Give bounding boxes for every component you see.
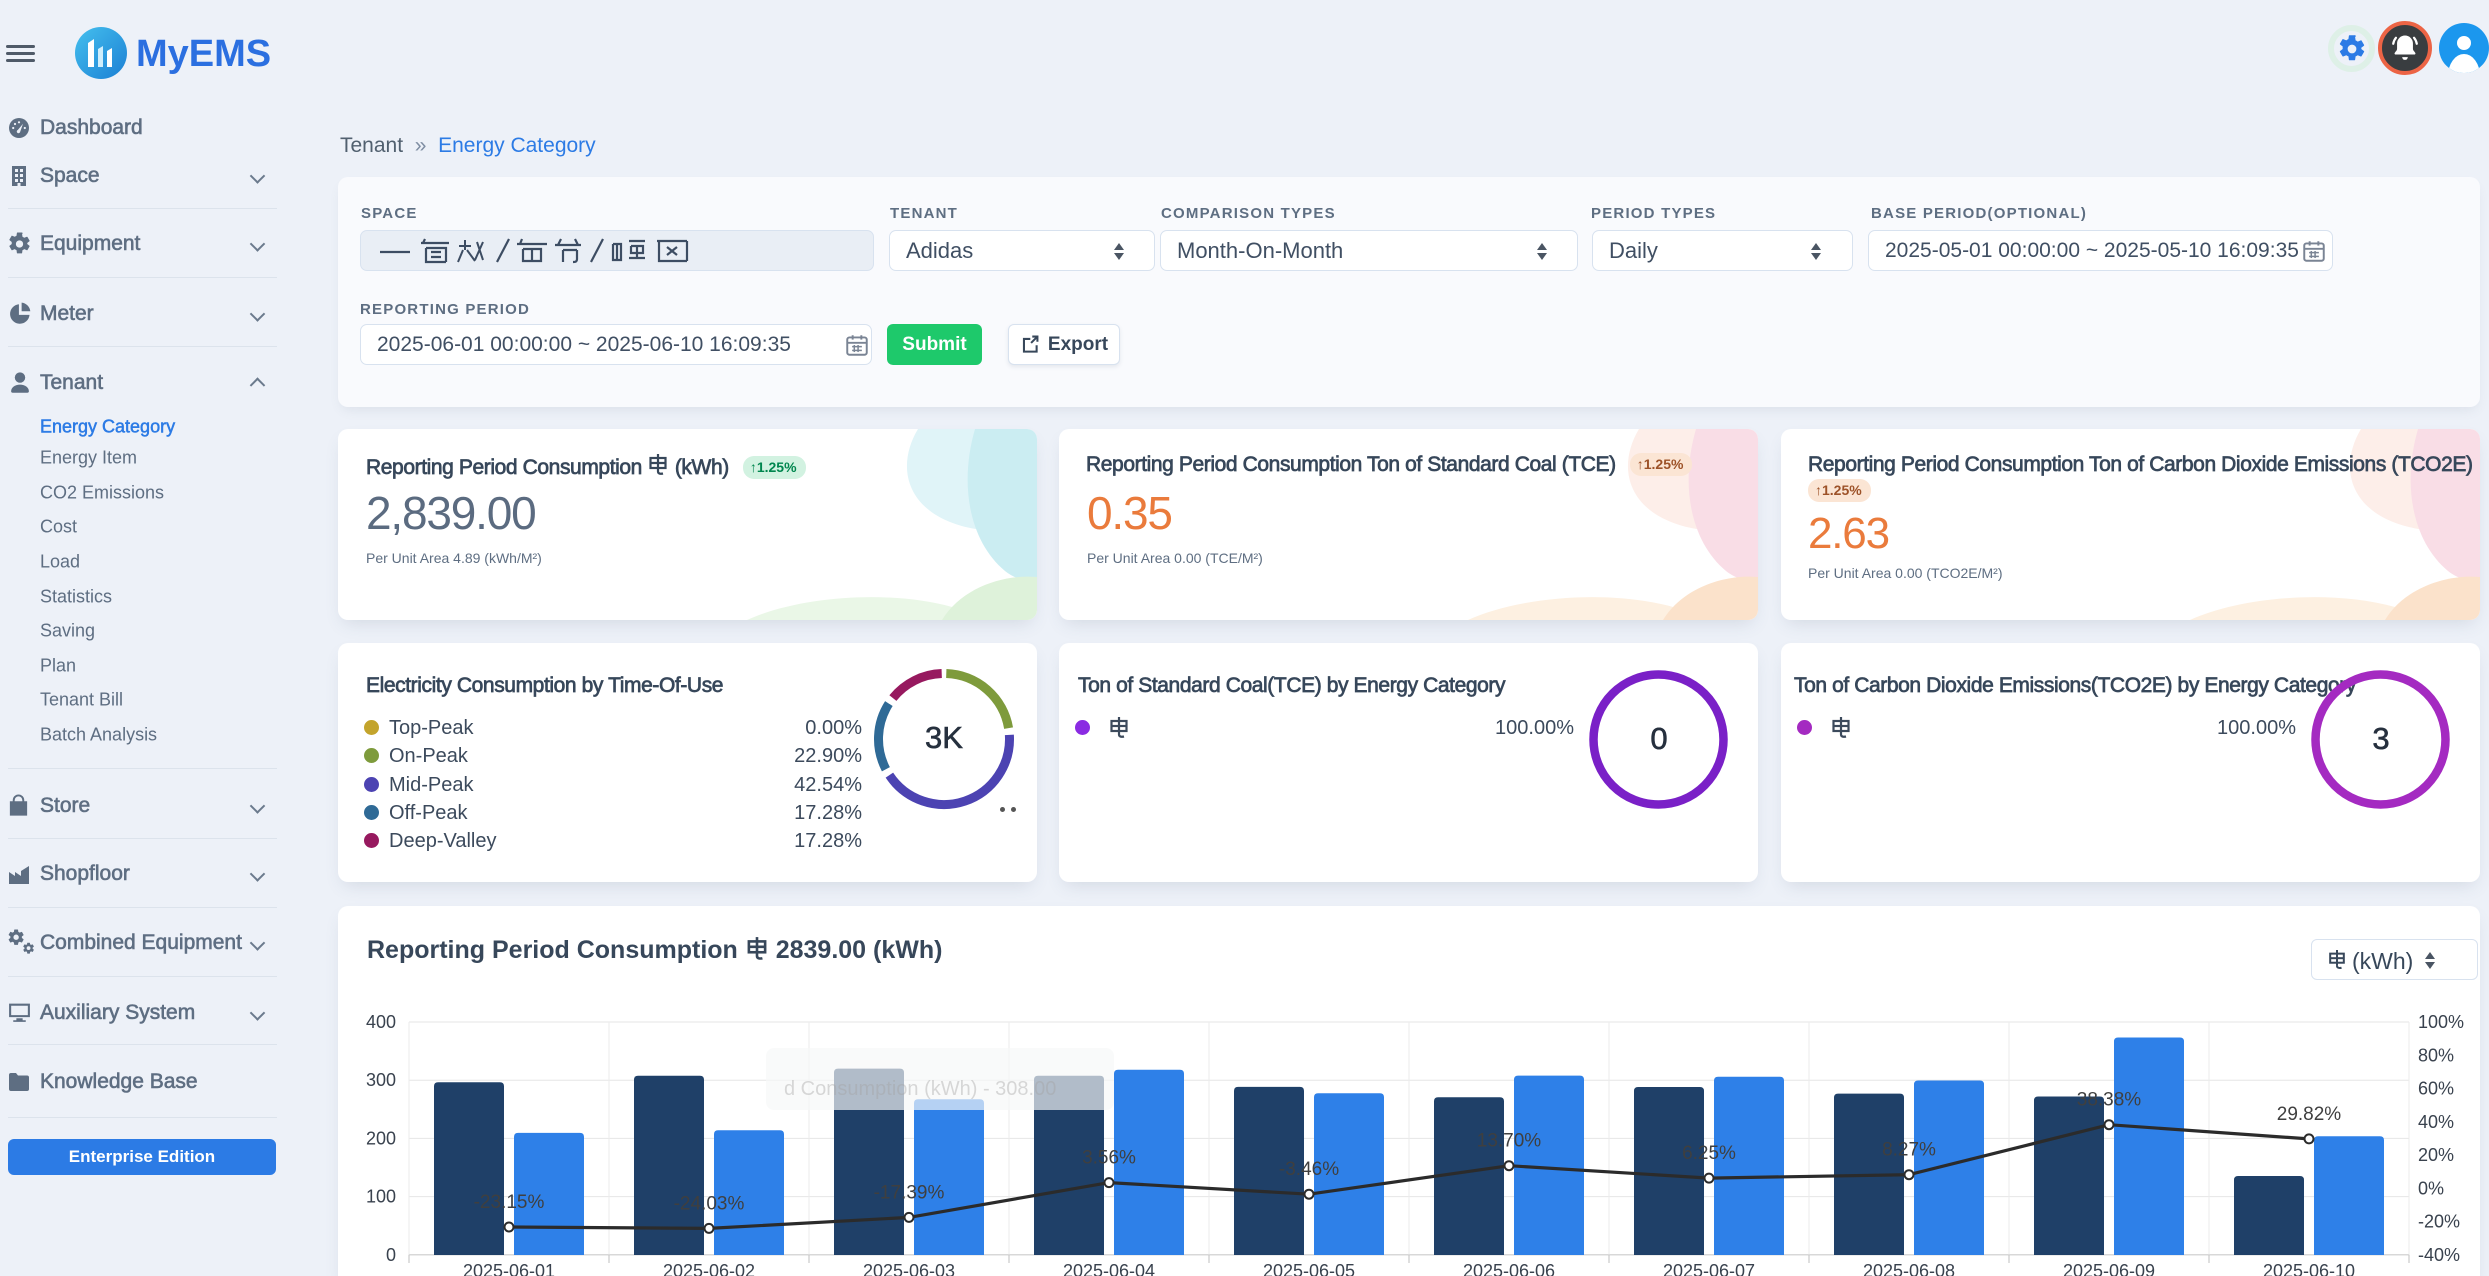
svg-text:8.27%: 8.27% — [1882, 1140, 1936, 1161]
svg-text:2025-06-04: 2025-06-04 — [1063, 1261, 1155, 1276]
svg-text:2025-06-10: 2025-06-10 — [2263, 1261, 2355, 1276]
svg-text:6.25%: 6.25% — [1682, 1143, 1736, 1164]
svg-text:2025-06-09: 2025-06-09 — [2063, 1261, 2155, 1276]
svg-text:2025-06-07: 2025-06-07 — [1663, 1261, 1755, 1276]
svg-text:-3.46%: -3.46% — [1279, 1159, 1339, 1180]
svg-text:100: 100 — [366, 1187, 396, 1207]
svg-text:0%: 0% — [2418, 1178, 2444, 1198]
svg-text:-17.39%: -17.39% — [874, 1182, 945, 1203]
svg-text:60%: 60% — [2418, 1079, 2454, 1099]
svg-text:40%: 40% — [2418, 1112, 2454, 1132]
svg-text:2025-06-05: 2025-06-05 — [1263, 1261, 1355, 1276]
svg-text:20%: 20% — [2418, 1145, 2454, 1165]
svg-text:13.70%: 13.70% — [1477, 1131, 1542, 1152]
svg-text:0: 0 — [386, 1245, 396, 1265]
svg-text:400: 400 — [366, 1012, 396, 1032]
svg-text:2025-06-01: 2025-06-01 — [463, 1261, 555, 1276]
svg-text:80%: 80% — [2418, 1045, 2454, 1065]
svg-text:-23.15%: -23.15% — [474, 1192, 545, 1213]
svg-text:-24.03%: -24.03% — [674, 1193, 745, 1214]
svg-text:2025-06-06: 2025-06-06 — [1463, 1261, 1555, 1276]
svg-text:2025-06-02: 2025-06-02 — [663, 1261, 755, 1276]
svg-text:300: 300 — [366, 1070, 396, 1090]
svg-text:38.38%: 38.38% — [2077, 1090, 2142, 1111]
svg-text:3.56%: 3.56% — [1082, 1148, 1136, 1169]
svg-text:29.82%: 29.82% — [2277, 1104, 2342, 1125]
svg-text:-20%: -20% — [2418, 1212, 2460, 1232]
svg-text:200: 200 — [366, 1128, 396, 1148]
svg-text:d Consumption (kWh) - 308.00: d Consumption (kWh) - 308.00 — [784, 1078, 1056, 1100]
svg-text:2025-06-08: 2025-06-08 — [1863, 1261, 1955, 1276]
svg-text:-40%: -40% — [2418, 1245, 2460, 1265]
svg-text:2025-06-03: 2025-06-03 — [863, 1261, 955, 1276]
svg-text:100%: 100% — [2418, 1012, 2464, 1032]
